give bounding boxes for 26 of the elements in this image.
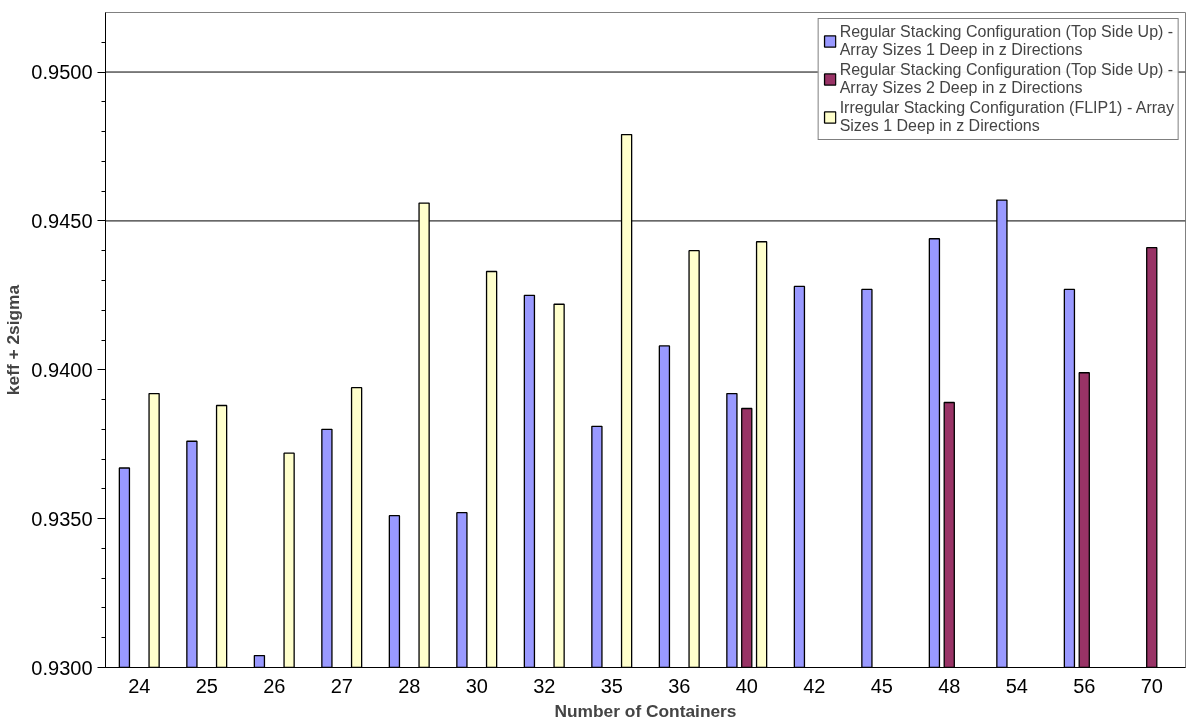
y-axis-title: keff + 2sigma — [3, 284, 24, 396]
x-tick-label: 32 — [533, 674, 556, 697]
x-tick-label: 42 — [803, 674, 826, 697]
x-tick-label: 30 — [465, 674, 488, 697]
x-tick-label: 56 — [1073, 674, 1096, 697]
x-tick-label: 40 — [735, 674, 758, 697]
legend-label: Regular Stacking Configuration (Top Side Up) - Array Sizes 1 Deep in z Directions — [839, 23, 1174, 59]
x-tick-label: 36 — [668, 674, 691, 697]
x-axis-title: Number of Containers — [554, 700, 737, 721]
y-tick-label: 0.9350 — [31, 507, 93, 530]
x-tick-label: 28 — [398, 674, 421, 697]
y-tick-label: 0.9450 — [31, 209, 93, 232]
x-tick-label: 25 — [195, 674, 218, 697]
x-tick-label: 70 — [1140, 674, 1163, 697]
legend-label: Regular Stacking Configuration (Top Side Up) - Array Sizes 2 Deep in z Directions — [839, 61, 1174, 97]
x-tick-label: 27 — [330, 674, 353, 697]
x-tick-label: 35 — [600, 674, 623, 697]
y-tick-label: 0.9300 — [31, 656, 93, 679]
x-tick-label: 54 — [1005, 674, 1028, 697]
x-tick-label: 45 — [870, 674, 893, 697]
x-tick-label: 24 — [128, 674, 151, 697]
legend-label: Irregular Stacking Configuration (FLIP1) - Array Sizes 1 Deep in z Directions — [839, 99, 1174, 135]
x-tick-label: 48 — [938, 674, 961, 697]
x-tick-label: 26 — [263, 674, 286, 697]
y-tick-label: 0.9400 — [31, 358, 93, 381]
y-tick-label: 0.9500 — [31, 61, 93, 84]
